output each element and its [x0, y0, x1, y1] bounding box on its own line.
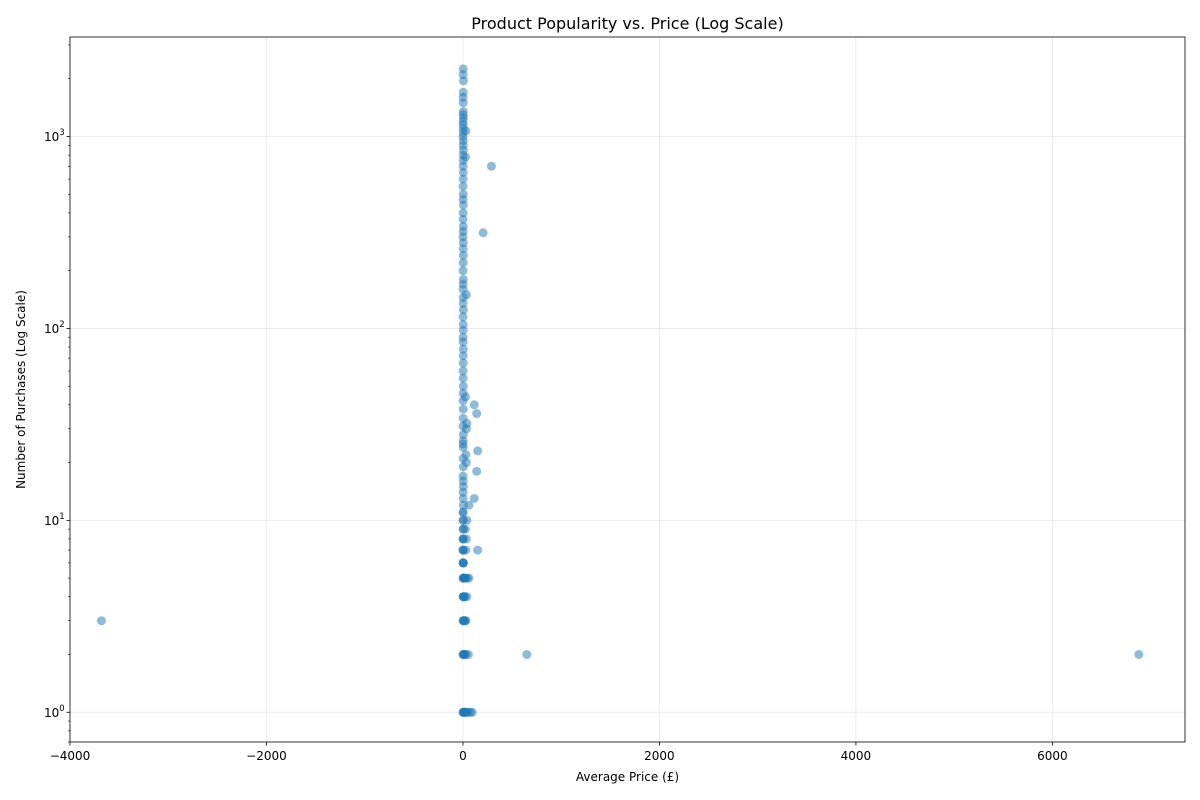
x-tick-label: −4000 [50, 749, 91, 763]
y-tick-label-exponent: 3 [59, 128, 64, 138]
data-point [458, 76, 468, 86]
data-point [458, 404, 468, 414]
data-point [458, 250, 468, 260]
data-point [458, 200, 468, 210]
y-tick-label-exponent: 2 [59, 320, 64, 330]
y-tick-label-base: 10 [44, 322, 59, 336]
data-point [464, 573, 474, 583]
data-point [469, 493, 479, 503]
y-axis-label: Number of Purchases (Log Scale) [14, 290, 28, 489]
data-point [96, 616, 106, 626]
data-point [458, 442, 468, 452]
data-point [458, 298, 468, 308]
x-tick-label: −2000 [246, 749, 287, 763]
data-point [461, 616, 471, 626]
data-point [478, 228, 488, 238]
data-point [458, 396, 468, 406]
data-point [458, 500, 468, 510]
data-point [458, 244, 468, 254]
data-point [458, 337, 468, 347]
data-point [458, 312, 468, 322]
x-axis-label: Average Price (£) [576, 770, 679, 784]
data-point [458, 174, 468, 184]
y-tick-label-base: 10 [44, 706, 59, 720]
data-point [461, 545, 471, 555]
x-tick-label: 6000 [1037, 749, 1068, 763]
data-point [458, 351, 468, 361]
x-tick-label: 4000 [841, 749, 872, 763]
data-point [522, 650, 532, 659]
data-point [458, 208, 468, 218]
data-point [458, 98, 468, 108]
x-tick-label: 0 [459, 749, 467, 763]
y-tick-label: 100 [44, 704, 65, 720]
data-point [458, 325, 468, 335]
data-point [458, 214, 468, 224]
data-points [96, 64, 1144, 717]
data-point [458, 462, 468, 472]
data-point [458, 558, 468, 568]
data-point [460, 524, 470, 534]
data-point [458, 534, 468, 544]
y-tick-label-exponent: 0 [59, 704, 64, 714]
data-point [458, 305, 468, 315]
axes-frame [69, 36, 1186, 743]
data-point [473, 545, 483, 555]
y-tick-label: 102 [44, 320, 65, 336]
data-point [473, 446, 483, 456]
data-point [458, 344, 468, 354]
data-point [458, 507, 468, 517]
data-point [458, 167, 468, 177]
data-point [458, 366, 468, 376]
data-point [458, 381, 468, 391]
y-tick-label-base: 10 [44, 130, 59, 144]
data-point [458, 258, 468, 268]
data-point [458, 373, 468, 383]
data-point [458, 181, 468, 191]
data-point [1134, 650, 1144, 659]
data-point [467, 707, 477, 717]
data-point [458, 493, 468, 503]
data-point [462, 592, 472, 602]
y-tick-label-base: 10 [44, 514, 59, 528]
y-tick-label: 103 [44, 128, 65, 144]
data-point [458, 266, 468, 276]
data-point [469, 400, 479, 410]
data-point [463, 650, 473, 659]
y-tick-label-exponent: 1 [59, 512, 64, 522]
chart-title: Product Popularity vs. Price (Log Scale) [471, 14, 783, 33]
data-point [472, 409, 482, 419]
data-point [472, 466, 482, 476]
data-point [458, 515, 468, 525]
data-point [486, 161, 496, 171]
y-tick-label: 101 [44, 512, 65, 528]
x-tick-label: 2000 [644, 749, 675, 763]
data-point [458, 358, 468, 368]
